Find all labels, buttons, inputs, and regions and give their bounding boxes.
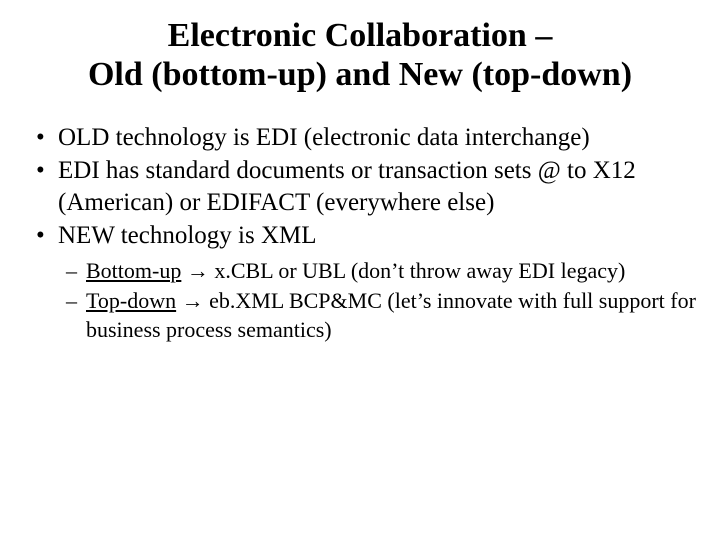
title-line-2: Old (bottom-up) and New (top-down) — [0, 55, 720, 94]
sub-bullet-item: Bottom-up → x.CBL or UBL (don’t throw aw… — [66, 257, 696, 285]
bullet-list: OLD technology is EDI (electronic data i… — [0, 122, 720, 343]
arrow-icon: → — [187, 258, 209, 283]
sub-label: Top-down — [86, 288, 176, 313]
bullet-text: NEW technology is XML — [58, 222, 317, 249]
sub-bullet-item: Top-down → eb.XML BCP&MC (let’s innovate… — [66, 287, 696, 343]
bullet-text: EDI has standard documents or transactio… — [58, 157, 636, 215]
bullet-text: OLD technology is EDI (electronic data i… — [58, 124, 590, 151]
arrow-icon: → — [182, 288, 204, 313]
bullet-item: EDI has standard documents or transactio… — [36, 155, 696, 218]
slide: Electronic Collaboration – Old (bottom-u… — [0, 0, 720, 540]
bullet-item: NEW technology is XML — [36, 220, 696, 251]
sub-rest: x.CBL or UBL (don’t throw away EDI legac… — [209, 258, 625, 283]
sub-label: Bottom-up — [86, 258, 181, 283]
sub-bullet-list: Bottom-up → x.CBL or UBL (don’t throw aw… — [36, 257, 696, 343]
title-line-1: Electronic Collaboration – — [0, 16, 720, 55]
slide-title: Electronic Collaboration – Old (bottom-u… — [0, 0, 720, 94]
bullet-item: OLD technology is EDI (electronic data i… — [36, 122, 696, 153]
